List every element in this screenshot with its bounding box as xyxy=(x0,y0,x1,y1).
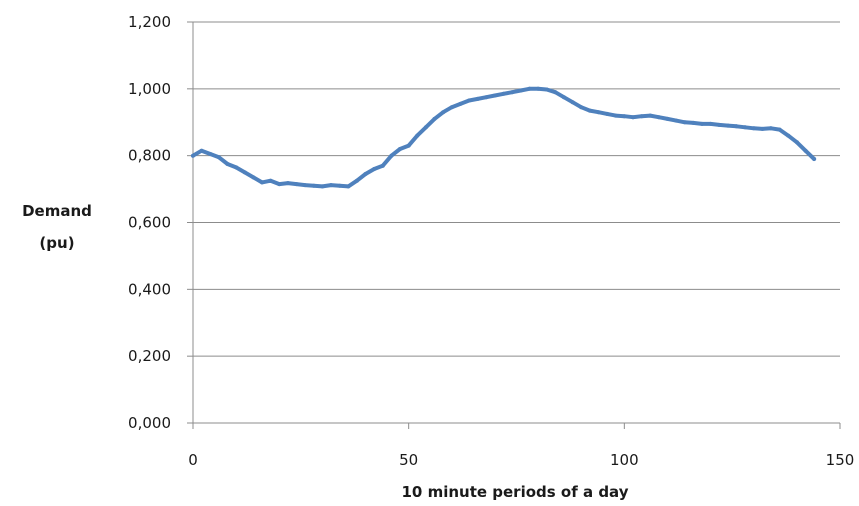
data-point xyxy=(423,125,428,130)
data-point xyxy=(398,147,402,151)
data-point xyxy=(605,111,610,116)
data-point xyxy=(199,148,204,153)
y-axis-title-line-1: Demand xyxy=(22,202,92,220)
data-point xyxy=(225,162,230,166)
y-tick-label: 0,000 xyxy=(128,414,171,432)
data-point xyxy=(743,125,748,130)
data-point xyxy=(527,86,532,91)
data-point xyxy=(674,118,679,123)
data-point xyxy=(268,178,273,183)
data-point xyxy=(191,153,195,158)
data-point xyxy=(760,126,765,131)
data-point xyxy=(492,93,497,98)
data-point xyxy=(656,115,661,120)
data-point xyxy=(648,113,653,118)
y-tick-label: 0,600 xyxy=(128,214,171,232)
x-axis-title: 10 minute periods of a day xyxy=(401,483,628,501)
data-point xyxy=(372,167,377,171)
data-point xyxy=(812,157,817,161)
y-tick-label: 0,800 xyxy=(128,147,171,165)
data-point xyxy=(691,120,696,125)
data-point xyxy=(458,101,463,106)
y-axis-title-line-2: (pu) xyxy=(39,234,74,252)
series-layer xyxy=(191,86,817,189)
data-point xyxy=(260,180,264,185)
data-point xyxy=(406,143,411,148)
data-point xyxy=(769,126,773,131)
data-point xyxy=(234,165,239,170)
data-point xyxy=(596,110,601,115)
data-point xyxy=(251,175,256,180)
data-point xyxy=(751,126,756,131)
demand-series-line xyxy=(191,86,817,189)
data-point xyxy=(277,182,282,187)
data-point xyxy=(285,181,290,186)
data-point xyxy=(708,121,713,126)
data-point xyxy=(622,114,627,119)
data-point xyxy=(734,124,739,129)
data-point xyxy=(725,123,730,128)
gridlines xyxy=(193,21,840,357)
data-point xyxy=(544,87,549,92)
data-point xyxy=(639,114,644,119)
data-point xyxy=(449,105,454,110)
data-point xyxy=(208,152,213,156)
data-point xyxy=(700,121,704,126)
data-point xyxy=(510,90,515,95)
y-tick-label: 1,000 xyxy=(128,80,171,98)
data-point xyxy=(294,182,299,187)
data-point xyxy=(320,184,325,189)
data-point xyxy=(337,183,342,188)
data-point xyxy=(329,183,333,188)
x-tick-label: 150 xyxy=(826,451,855,469)
data-point xyxy=(432,116,437,121)
data-point xyxy=(311,183,316,188)
y-tick-label: 1,200 xyxy=(128,13,171,31)
data-point xyxy=(717,122,722,127)
data-point xyxy=(794,140,799,145)
data-point xyxy=(441,110,446,115)
data-point xyxy=(380,163,385,168)
x-tick-label: 100 xyxy=(610,451,639,469)
data-point xyxy=(613,113,618,118)
data-point xyxy=(553,90,558,95)
data-point xyxy=(216,155,221,160)
x-tick-label: 0 xyxy=(188,451,198,469)
data-point xyxy=(777,127,782,132)
data-point xyxy=(467,98,472,103)
data-point xyxy=(665,116,670,121)
data-point xyxy=(561,95,566,100)
y-tick-label: 0,400 xyxy=(128,280,171,298)
tick-labels: 0,000 0,200 0,400 0,600 0,800 1,000 1,200 0 50 10… xyxy=(128,13,854,469)
data-point xyxy=(346,184,351,189)
data-point xyxy=(363,172,368,176)
data-point xyxy=(682,120,687,125)
data-point xyxy=(631,115,635,120)
data-point xyxy=(242,170,247,175)
data-point xyxy=(579,105,584,110)
data-point xyxy=(803,148,808,153)
x-tick-label: 50 xyxy=(399,451,418,469)
data-point xyxy=(354,178,359,183)
data-point xyxy=(518,88,523,93)
y-tick-label: 0,200 xyxy=(128,347,171,365)
data-point xyxy=(587,108,592,113)
data-point xyxy=(415,133,420,138)
data-point xyxy=(389,153,394,158)
data-point xyxy=(484,95,489,100)
data-point xyxy=(303,183,308,188)
axes xyxy=(187,21,841,429)
data-point xyxy=(501,91,506,96)
data-point xyxy=(475,96,480,101)
data-point xyxy=(536,86,541,91)
data-point xyxy=(570,100,575,105)
data-point xyxy=(786,133,791,138)
